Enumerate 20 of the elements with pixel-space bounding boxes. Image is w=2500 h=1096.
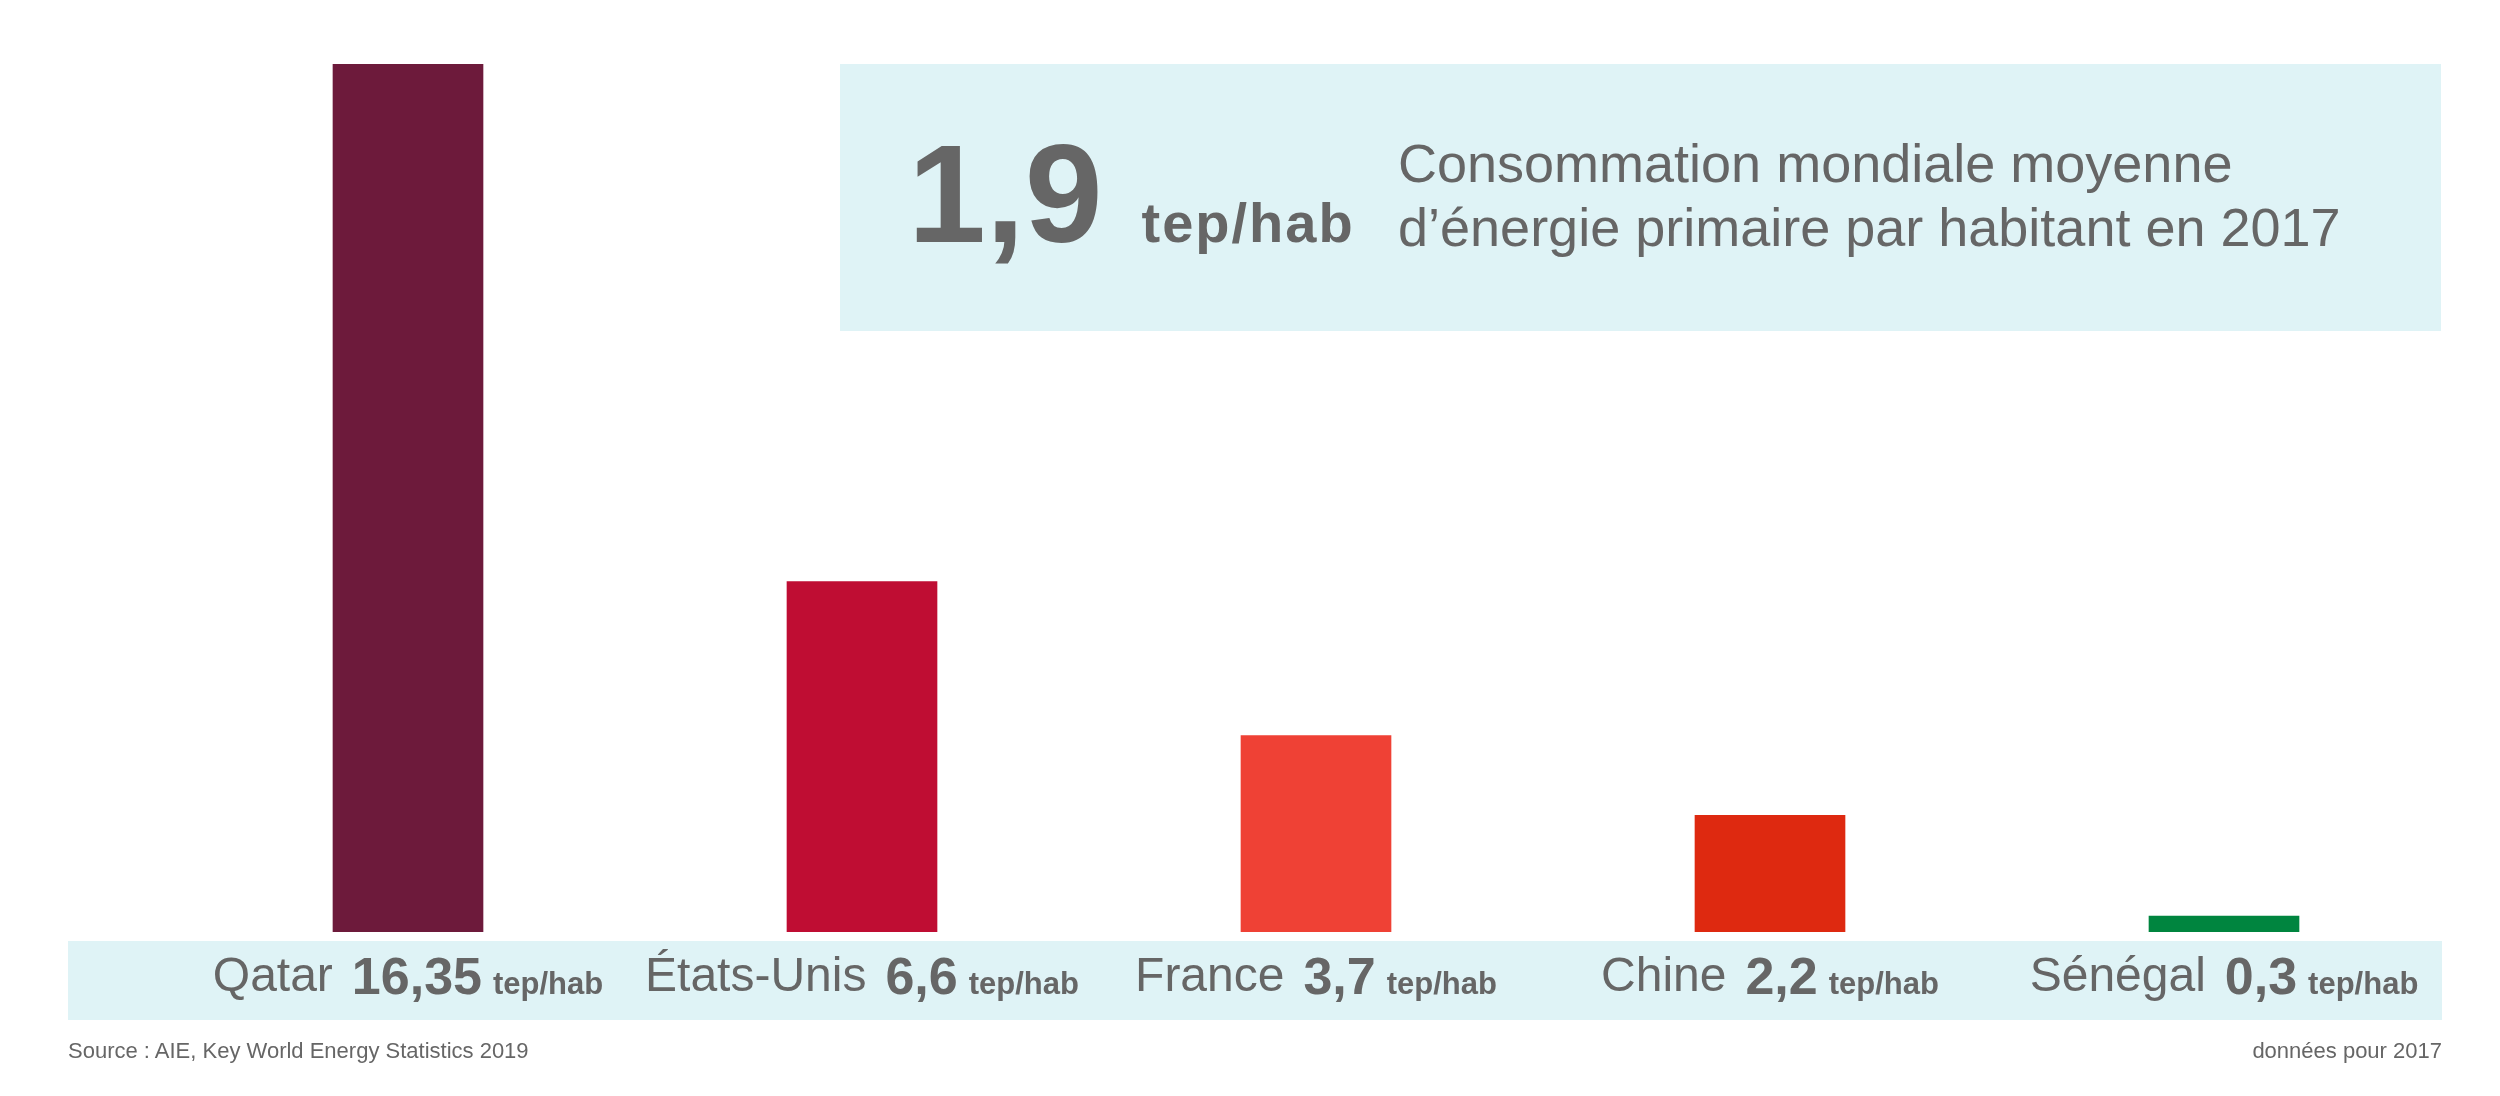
bar [332, 64, 484, 932]
annotation: 1,9 tep/hab [908, 115, 1355, 272]
bar [786, 581, 938, 932]
annotation: Consommation mondiale moyenne d’énergie primaire par habitant en 2017 [1398, 132, 2342, 259]
bar [1240, 735, 1392, 932]
bar [1694, 814, 1846, 932]
source-note: Source : AIE, Key World Energy Statistics 2019 [68, 1038, 529, 1063]
x-tick-label: France [1135, 948, 1285, 1002]
bar [2148, 915, 2300, 932]
text: données pour 2017 [2252, 1038, 2442, 1063]
info-panel: 1,9 tep/hab Consommation mondiale moyenne d’énergie primaire par habitant en 2017 [840, 64, 2441, 331]
data-label: 2,2 tep/hab [1745, 947, 1939, 1006]
x-tick-label: Sénégal [2029, 948, 2206, 1002]
data-label: 3,7 tep/hab [1303, 947, 1497, 1006]
x-tick-label: États-Unis [645, 948, 867, 1002]
x-tick-label: Chine [1601, 948, 1727, 1002]
data-label: 16,35 tep/hab [351, 947, 604, 1006]
x-tick-label: Qatar [212, 948, 333, 1002]
data-label: 0,3 tep/hab [2224, 947, 2419, 1006]
data-label: 6,6 tep/hab [885, 947, 1079, 1006]
